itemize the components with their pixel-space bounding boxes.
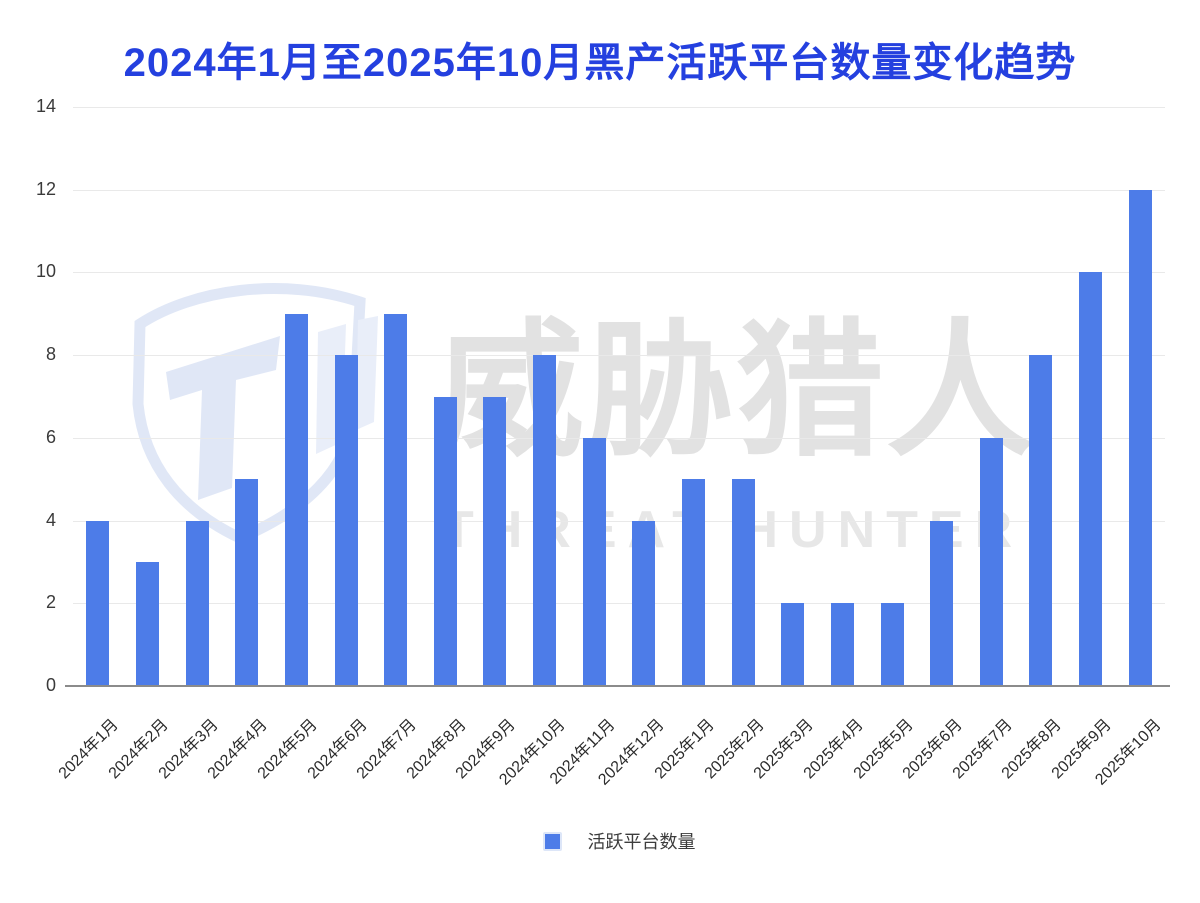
bar-2025年7月 xyxy=(979,437,1003,686)
bar-2025年9月 xyxy=(1079,272,1103,686)
gridline-8 xyxy=(73,355,1165,357)
y-tick-label: 10 xyxy=(35,261,56,282)
gridline-14 xyxy=(73,107,1165,108)
plot-area xyxy=(65,107,1170,687)
bar-2025年3月 xyxy=(781,603,805,686)
x-axis-line xyxy=(65,685,1170,687)
bar-2024年1月 xyxy=(86,520,110,686)
bar-2024年12月 xyxy=(632,520,656,686)
gridline-2 xyxy=(73,603,1165,605)
bar-2025年1月 xyxy=(681,479,705,686)
chart-title: 2024年1月至2025年10月黑产活跃平台数量变化趋势 xyxy=(123,41,1077,85)
bar-2024年9月 xyxy=(483,396,507,686)
gridline-12 xyxy=(73,189,1165,191)
legend-marker xyxy=(542,831,562,851)
y-tick-label: 6 xyxy=(45,426,56,447)
bar-2024年4月 xyxy=(235,479,259,686)
bar-2025年8月 xyxy=(1029,355,1053,686)
bar-2025年10月 xyxy=(1128,189,1152,686)
bar-2025年2月 xyxy=(731,479,755,686)
gridline-4 xyxy=(73,520,1165,522)
bar-2025年4月 xyxy=(830,603,854,686)
legend-label: 活跃平台数量 xyxy=(587,832,696,852)
y-tick-label: 4 xyxy=(45,509,56,530)
bar-2024年6月 xyxy=(334,355,358,686)
y-tick-label: 12 xyxy=(35,178,56,199)
y-tick-label: 0 xyxy=(45,675,56,695)
bar-2024年3月 xyxy=(185,520,209,686)
y-tick-label: 8 xyxy=(45,344,56,365)
y-tick-label: 2 xyxy=(45,592,56,613)
bar-2024年11月 xyxy=(582,437,606,686)
gridline-10 xyxy=(73,272,1165,274)
y-tick-label: 14 xyxy=(35,96,56,116)
bar-2025年6月 xyxy=(930,520,954,686)
bar-2024年2月 xyxy=(135,561,159,686)
bar-2024年7月 xyxy=(384,313,408,686)
y-axis-tick-labels: 0 2 4 6 8 10 12 14 xyxy=(0,96,56,695)
bar-2025年5月 xyxy=(880,603,904,686)
gridline-6 xyxy=(73,437,1165,439)
bar-2024年8月 xyxy=(433,396,457,686)
bar-2024年5月 xyxy=(284,313,308,686)
x-axis-tick-labels: 2024年1月 2024年2月 2024年3月 2024年4月 2024年5月 2024年… xyxy=(56,686,1165,826)
legend: 活跃平台数量 xyxy=(73,828,1165,854)
bar-2024年10月 xyxy=(533,355,557,686)
